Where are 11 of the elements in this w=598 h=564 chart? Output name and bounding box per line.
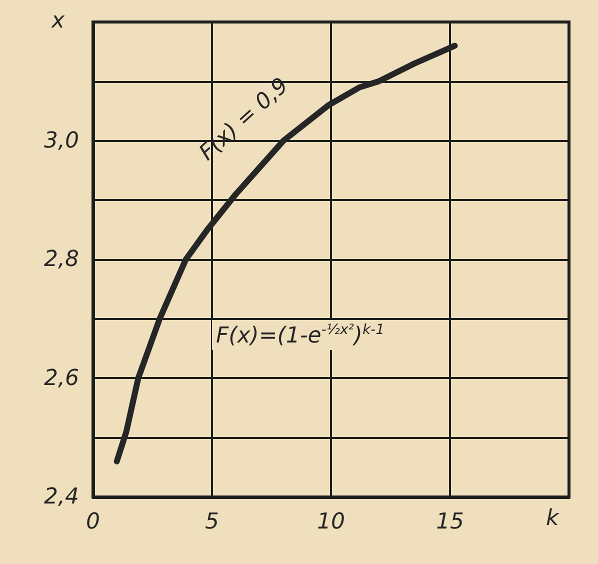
y-axis-title: x (50, 8, 66, 34)
x-tick-label: 15 (436, 510, 464, 534)
annotation: F(x)=(1-e$^{-½x²}$)$^{k-1}$ (212, 320, 389, 350)
y-tick-label: 2,4 (44, 484, 79, 510)
x-tick-label: 0 (86, 510, 100, 534)
y-tick-label: 2,8 (44, 247, 79, 272)
x-axis-title: k (546, 506, 559, 531)
y-tick-label: 2,6 (44, 366, 79, 391)
y-tick-label: 3,0 (44, 128, 79, 154)
x-tick-label: 10 (317, 510, 345, 534)
x-tick-label: 5 (205, 510, 219, 534)
